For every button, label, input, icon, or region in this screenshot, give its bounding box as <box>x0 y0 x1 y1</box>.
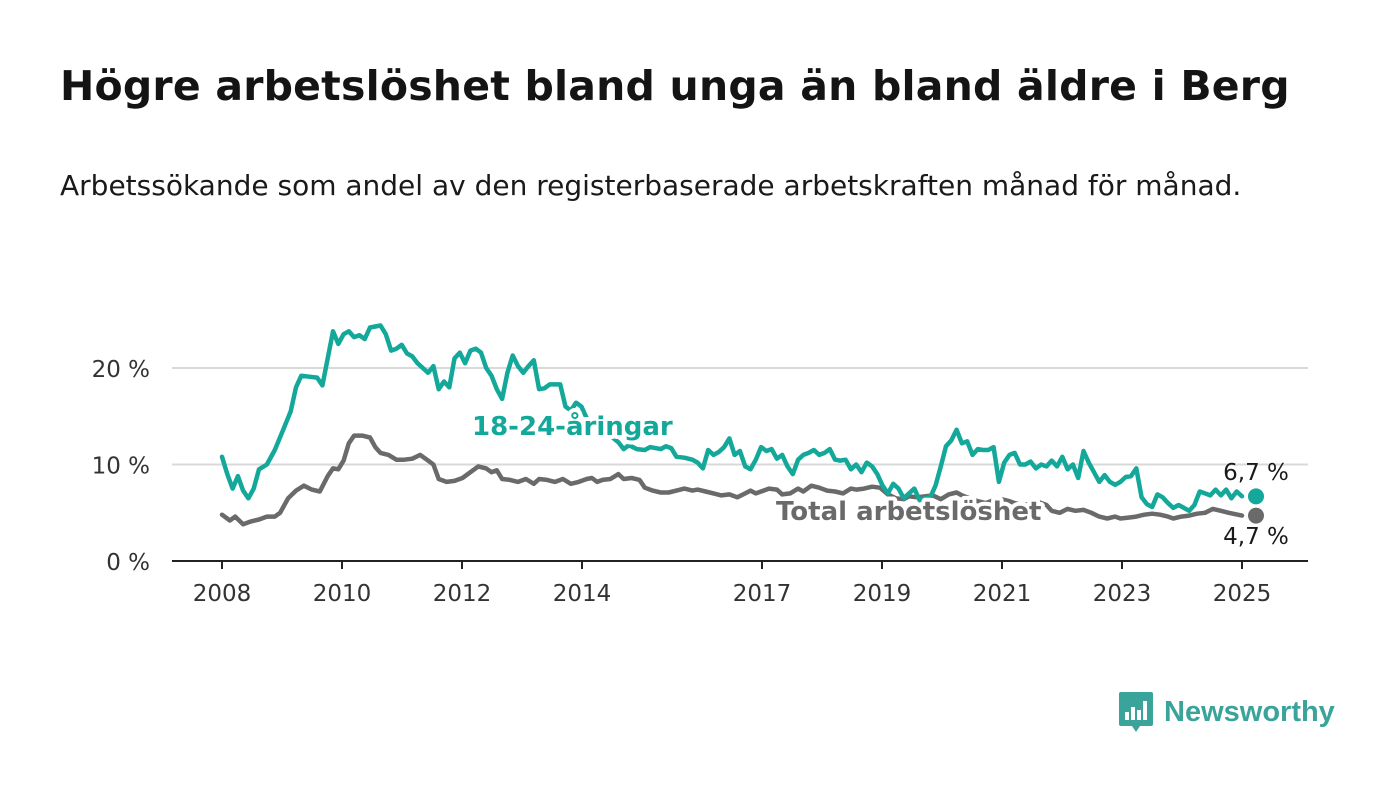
y-tick-label: 20 % <box>92 357 150 383</box>
x-axis: 2008 2010 2012 2014 2017 2019 2021 2023 2025 <box>172 560 1308 607</box>
x-tick-label: 2014 <box>553 581 612 607</box>
newsworthy-logo: Newsworthy <box>1118 690 1335 734</box>
newsworthy-logo-icon <box>1119 692 1153 732</box>
series-name-youth-halo: 18-24-åringar <box>472 410 673 442</box>
series-name-youth: 18-24-åringar <box>472 410 673 442</box>
series-line-youth <box>219 323 1245 514</box>
series-end-label-youth: 6,7 % <box>1223 460 1289 486</box>
series-labels: 4,7 %6,7 %18-24-åringar18-24-åringarTota… <box>468 406 1289 550</box>
x-tick-label: 2008 <box>193 581 252 607</box>
series-name-total: Total arbetslöshet <box>776 497 1041 527</box>
gridlines <box>172 367 1308 466</box>
y-tick-label: 0 % <box>106 550 150 576</box>
x-tick-label: 2012 <box>433 581 492 607</box>
y-tick-label: 10 % <box>92 454 150 480</box>
series-line-total <box>219 433 1245 527</box>
x-tick-label: 2023 <box>1093 581 1152 607</box>
x-tick-label: 2021 <box>973 581 1032 607</box>
series-end-dot-total <box>1248 507 1264 524</box>
x-tick-label: 2017 <box>733 581 792 607</box>
series-end-label-total: 4,7 % <box>1223 524 1289 550</box>
x-tick-label: 2010 <box>313 581 372 607</box>
series-end-dot-youth <box>1248 488 1264 505</box>
x-tick-label: 2025 <box>1213 581 1272 607</box>
y-axis: 0 % 10 % 20 % <box>92 357 150 576</box>
series-lines <box>219 323 1264 527</box>
x-tick-label: 2019 <box>853 581 912 607</box>
series-name-total-halo: Total arbetslöshet <box>776 497 1041 527</box>
chart-subtitle: Arbetssökande som andel av den registerb… <box>60 169 1242 202</box>
chart-title: Högre arbetslöshet bland unga än bland ä… <box>60 62 1290 110</box>
brand-name: Newsworthy <box>1164 695 1335 728</box>
